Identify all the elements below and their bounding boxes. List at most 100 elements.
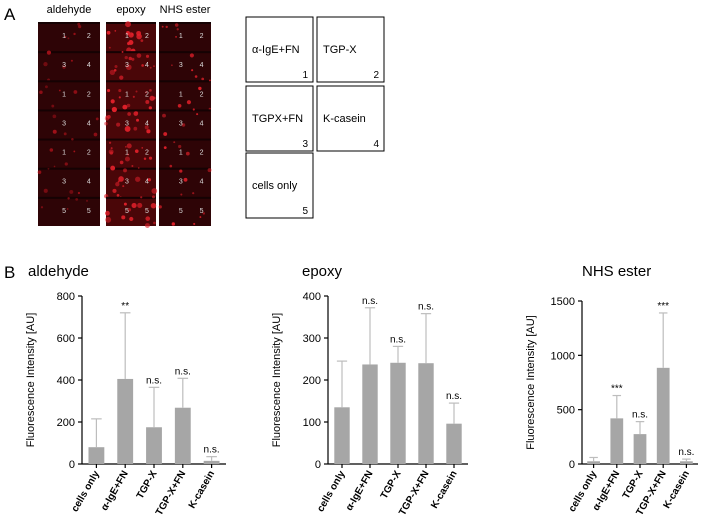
tile-divider <box>159 80 211 83</box>
spot <box>145 216 151 221</box>
spot <box>137 167 140 169</box>
x-tick-label: TGP-X <box>379 469 404 501</box>
tile-divider <box>159 51 211 54</box>
spot <box>126 64 132 71</box>
bar <box>88 447 105 464</box>
tile-divider <box>38 138 100 141</box>
tile-number: 3 <box>62 62 66 69</box>
spot <box>186 100 191 105</box>
spot <box>71 138 74 141</box>
spot <box>106 30 111 35</box>
tile-number: 1 <box>179 91 183 98</box>
spot <box>118 89 122 93</box>
significance: n.s. <box>362 296 378 307</box>
bar <box>587 461 600 464</box>
spot <box>175 35 177 38</box>
significance: n.s. <box>678 447 694 458</box>
significance: n.s. <box>632 410 648 421</box>
bar <box>610 418 624 464</box>
tile-number: 2 <box>145 91 149 98</box>
spot <box>67 197 70 200</box>
y-tick-label: 200 <box>303 375 321 387</box>
spot <box>106 115 111 119</box>
spot <box>161 25 164 28</box>
layout-box <box>245 152 314 219</box>
bar <box>174 407 191 464</box>
micrograph <box>159 22 211 226</box>
spot <box>123 202 127 206</box>
chart-title: aldehyde <box>28 263 89 280</box>
spot <box>116 194 120 197</box>
significance: n.s. <box>175 366 191 377</box>
y-tick-label: 200 <box>57 417 75 429</box>
spot <box>152 195 155 199</box>
spot <box>126 143 132 149</box>
x-tick-label: α-IgE+FN <box>99 469 131 513</box>
tile-number: 4 <box>145 120 149 127</box>
x-tick-label: K-casein <box>429 469 459 511</box>
spot <box>112 188 117 193</box>
box-number: 3 <box>302 139 308 150</box>
spot <box>64 162 68 166</box>
y-tick-label: 400 <box>303 291 321 303</box>
layout-box <box>316 16 385 83</box>
spot <box>135 90 138 93</box>
tile-number: 1 <box>125 150 129 157</box>
spot <box>131 202 137 209</box>
tile-divider <box>106 196 156 199</box>
spot <box>52 129 57 134</box>
spot <box>63 132 67 136</box>
spot <box>137 202 143 209</box>
spot <box>140 196 143 199</box>
spot <box>77 22 81 26</box>
spot <box>193 222 196 225</box>
spot <box>171 222 176 226</box>
spot <box>183 177 188 182</box>
spot <box>118 176 124 182</box>
spot <box>199 216 202 218</box>
spot <box>95 117 99 121</box>
spot <box>43 61 48 67</box>
spot <box>146 129 151 134</box>
bar <box>203 460 220 464</box>
y-axis-label: Fluorescence Intensity [AU] <box>25 313 37 448</box>
y-tick-label: 100 <box>303 417 321 429</box>
tile-divider <box>106 22 156 24</box>
chart-title: epoxy <box>302 263 343 280</box>
spot <box>177 103 182 108</box>
tile-number: 2 <box>87 150 91 157</box>
significance: n.s. <box>446 391 462 402</box>
spot <box>202 212 206 215</box>
bar <box>656 367 670 464</box>
spot <box>148 106 152 110</box>
tile-divider <box>106 109 156 112</box>
layout-box <box>316 85 385 152</box>
tile-number: 4 <box>200 120 204 127</box>
tile-number: 1 <box>62 33 66 40</box>
layout-box <box>245 16 314 83</box>
spot <box>176 28 179 31</box>
spot <box>163 146 167 150</box>
tile-divider <box>38 22 100 24</box>
spot <box>125 146 127 148</box>
tile-number: 5 <box>179 208 183 215</box>
spot <box>141 64 144 67</box>
tile-number: 3 <box>62 120 66 127</box>
tile-number: 1 <box>62 150 66 157</box>
spot <box>189 53 194 58</box>
spot <box>108 141 112 144</box>
spot <box>194 75 198 78</box>
x-tick-label: TGP-X <box>621 469 646 501</box>
significance: n.s. <box>418 302 434 313</box>
tile-divider <box>38 167 100 170</box>
spot <box>126 103 131 108</box>
spot <box>104 121 108 126</box>
box-label: TGP-X <box>323 44 357 56</box>
tile-divider <box>38 109 100 112</box>
spot <box>145 99 150 104</box>
spot <box>75 198 79 201</box>
y-tick-label: 1500 <box>551 296 575 308</box>
tile-number: 2 <box>200 91 204 98</box>
tile-divider <box>159 109 211 112</box>
box-label: α-IgE+FN <box>252 44 300 56</box>
